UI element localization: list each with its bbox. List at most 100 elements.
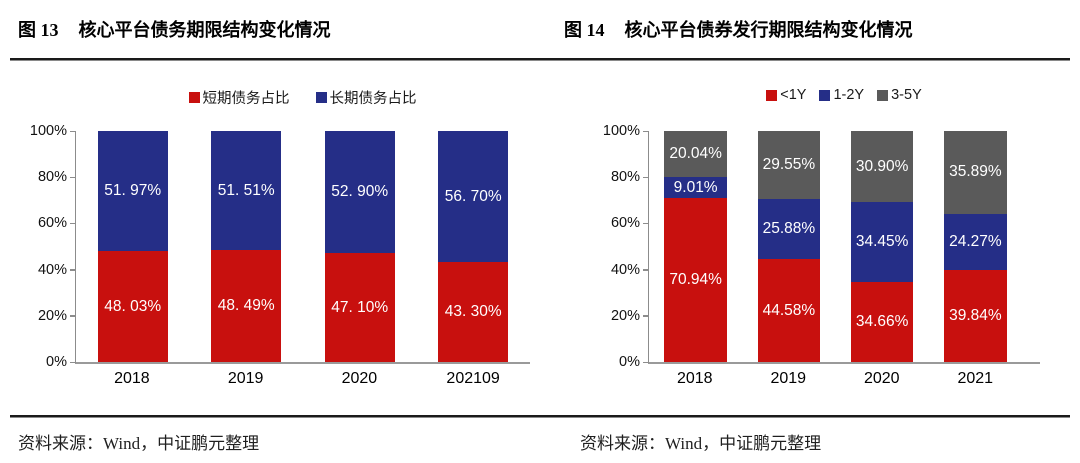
bar-slot: 48. 49% 51. 51% xyxy=(190,131,304,362)
stacked-bar: 48. 49% 51. 51% xyxy=(211,131,282,362)
data-label: 51. 51% xyxy=(217,181,275,199)
data-label: 47. 10% xyxy=(331,298,389,316)
stacked-bar: 43. 30% 56. 70% xyxy=(438,131,509,362)
figure-number: 图 14 xyxy=(564,20,605,40)
x-tick-label: 2021 xyxy=(957,370,994,387)
data-label: 43. 30% xyxy=(444,302,502,320)
bar-segment: 70.94% xyxy=(664,198,727,362)
y-tick-label: 0% xyxy=(619,354,640,370)
y-tick-mark xyxy=(643,176,649,179)
bar-segment: 30.90% xyxy=(850,130,914,203)
data-label: 30.90% xyxy=(855,157,909,175)
bar-segment: 51. 97% xyxy=(97,131,168,252)
figure-title-text: 核心平台债务期限结构变化情况 xyxy=(78,20,331,40)
bar-slot: 34.66% 34.45% 30.90% xyxy=(836,130,929,362)
y-tick-label: 80% xyxy=(610,169,640,186)
chart-legend: <1Y 1-2Y 3-5Y xyxy=(648,87,1040,103)
legend-swatch-icon xyxy=(315,92,327,103)
plot-area: 70.94% 9.01% 20.04% 44.58% 25.88% 29.55% 34.66… xyxy=(603,123,1040,370)
legend-swatch-icon xyxy=(188,92,200,103)
bar-segment: 24.27% xyxy=(944,213,1007,270)
bar-segment: 48. 03% xyxy=(97,251,168,362)
data-label: 24.27% xyxy=(949,232,1002,250)
bar-segment: 35.89% xyxy=(944,131,1007,214)
source-note: 资料来源：Wind，中证鹏元整理 xyxy=(18,434,260,453)
x-tick-label: 2019 xyxy=(227,370,264,387)
x-tick-label: 2020 xyxy=(341,370,378,387)
figure-number: 图 13 xyxy=(18,20,59,40)
figure-title-text: 核心平台债券发行期限结构变化情况 xyxy=(624,20,913,40)
bar-segment: 52. 90% xyxy=(324,131,395,254)
legend-swatch-icon xyxy=(819,89,831,101)
y-tick-mark xyxy=(70,222,76,225)
figure-title: 图 14 核心平台债券发行期限结构变化情况 xyxy=(564,16,913,42)
y-tick-label: 40% xyxy=(610,261,640,278)
y-tick-mark xyxy=(643,222,649,225)
stacked-bar: 47. 10% 52. 90% xyxy=(324,131,395,362)
legend-label: 短期债务占比 xyxy=(202,91,290,107)
bar-segment: 34.66% xyxy=(850,281,914,362)
data-label: 29.55% xyxy=(762,156,816,174)
y-tick-label: 40% xyxy=(37,261,67,278)
data-label: 70.94% xyxy=(669,271,722,289)
bar-slot: 70.94% 9.01% 20.04% xyxy=(649,131,742,362)
data-label: 35.89% xyxy=(949,163,1002,181)
bar-slot: 44.58% 25.88% 29.55% xyxy=(742,131,835,362)
y-tick-label: 100% xyxy=(602,123,640,139)
legend-label: 长期债务占比 xyxy=(329,91,417,107)
y-tick-label: 80% xyxy=(37,169,67,186)
data-label: 48. 49% xyxy=(217,297,275,314)
legend-item: 长期债务占比 xyxy=(315,87,417,108)
bar-segment: 34.45% xyxy=(850,202,914,282)
data-label: 39.84% xyxy=(949,306,1002,324)
y-tick-label: 0% xyxy=(46,354,67,370)
data-label: 48. 03% xyxy=(104,297,162,315)
data-label: 20.04% xyxy=(669,145,722,163)
stacked-bar: 70.94% 9.01% 20.04% xyxy=(664,131,727,362)
data-label: 34.66% xyxy=(855,312,909,330)
bar-segment: 29.55% xyxy=(757,131,821,200)
data-label: 44.58% xyxy=(762,301,816,319)
data-label: 9.01% xyxy=(673,178,718,196)
bar-segment: 56. 70% xyxy=(438,131,509,262)
x-tick-label: 2019 xyxy=(770,370,807,387)
bar-segment: 39.84% xyxy=(944,269,1007,362)
y-tick-label: 60% xyxy=(610,215,640,232)
y-tick-label: 20% xyxy=(610,307,640,324)
figure-title: 图 13 核心平台债务期限结构变化情况 xyxy=(18,16,331,42)
chart-legend: 短期债务占比 长期债务占比 xyxy=(75,87,530,108)
bar-segment: 47. 10% xyxy=(324,253,395,362)
legend-item: <1Y xyxy=(766,87,806,103)
bar-segment: 20.04% xyxy=(664,131,727,178)
y-tick-label: 60% xyxy=(37,215,67,232)
legend-label: <1Y xyxy=(780,87,807,103)
legend-label: 1-2Y xyxy=(833,87,865,103)
y-tick-label: 20% xyxy=(37,307,67,324)
bar-segment: 9.01% xyxy=(664,177,727,199)
data-label: 52. 90% xyxy=(331,183,389,201)
bars: 70.94% 9.01% 20.04% 44.58% 25.88% 29.55% 34.66… xyxy=(649,130,1040,362)
top-divider-line xyxy=(10,58,1070,61)
stacked-bar: 48. 03% 51. 97% xyxy=(97,131,168,362)
stacked-bar: 39.84% 24.27% 35.89% xyxy=(944,131,1007,362)
legend-item: 短期债务占比 xyxy=(188,87,290,108)
bar-slot: 48. 03% 51. 97% xyxy=(76,131,190,362)
legend-label: 3-5Y xyxy=(891,87,922,103)
y-tick-mark xyxy=(643,315,649,317)
legend-item: 3-5Y xyxy=(877,87,922,103)
bar-segment: 51. 51% xyxy=(211,131,282,250)
stacked-bar: 34.66% 34.45% 30.90% xyxy=(850,130,914,362)
y-tick-mark xyxy=(70,176,76,179)
legend-swatch-icon xyxy=(766,89,778,101)
data-label: 51. 97% xyxy=(104,182,162,200)
figure-13-panel: 图 13 核心平台债务期限结构变化情况 短期债务占比 长期债务占比 48. 03% 5… xyxy=(18,16,531,453)
data-label: 34.45% xyxy=(855,233,909,251)
bar-segment: 44.58% xyxy=(757,259,821,362)
x-tick-label: 2018 xyxy=(114,370,150,387)
bar-slot: 43. 30% 56. 70% xyxy=(417,131,531,362)
x-tick-label: 202109 xyxy=(446,370,500,387)
y-tick-mark xyxy=(70,361,76,363)
plot-area: 48. 03% 51. 97% 48. 49% 51. 51% 47. 10% 52. 9… xyxy=(30,123,531,370)
source-note: 资料来源：Wind，中证鹏元整理 xyxy=(580,434,822,453)
